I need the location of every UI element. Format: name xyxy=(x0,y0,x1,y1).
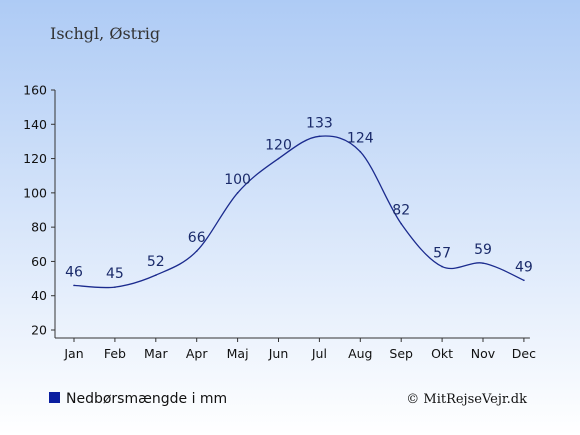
y-tick-label: 40 xyxy=(31,288,47,303)
data-point-apr xyxy=(195,250,198,252)
data-point-jun xyxy=(277,157,280,160)
x-tick-label: Jul xyxy=(311,346,327,361)
x-tick-label: Mar xyxy=(144,346,168,361)
axes: 20 40 60 80 100 120 140 160 Jan Feb Mar Apr Maj Jun Ju… xyxy=(23,83,536,362)
x-tick-label: Aug xyxy=(348,346,372,361)
x-tick-label: Apr xyxy=(186,346,208,361)
y-tick-label: 60 xyxy=(31,254,47,269)
data-label: 52 xyxy=(147,254,165,270)
x-tick-label: Sep xyxy=(389,346,413,361)
chart-title: Ischgl, Østrig xyxy=(50,24,160,43)
data-label: 66 xyxy=(188,230,206,246)
data-label: 57 xyxy=(433,246,451,262)
series-layer xyxy=(73,135,525,289)
x-tick-label: Jun xyxy=(268,346,289,361)
x-tick-label: Nov xyxy=(471,346,496,361)
data-label: 59 xyxy=(474,242,492,258)
data-point-feb xyxy=(114,286,116,288)
data-labels: 46 45 52 66 100 120 133 124 82 57 59 49 xyxy=(65,115,533,282)
copyright-text: © MitRejseVejr.dk xyxy=(406,392,527,407)
data-point-aug xyxy=(359,150,362,153)
x-tick-label: Okt xyxy=(431,346,453,361)
legend: Nedbørsmængde i mm xyxy=(49,391,227,407)
legend-label: Nedbørsmængde i mm xyxy=(66,391,227,407)
data-label: 100 xyxy=(224,172,251,188)
data-point-sep xyxy=(400,222,403,225)
data-point-maj xyxy=(236,192,239,194)
y-tick-label: 80 xyxy=(31,220,47,235)
x-tick-label: Jan xyxy=(63,346,83,361)
data-point-okt xyxy=(441,265,443,268)
legend-swatch xyxy=(49,392,60,403)
y-tick-label: 20 xyxy=(31,323,47,338)
data-label: 124 xyxy=(347,131,374,147)
data-label: 133 xyxy=(306,115,333,131)
data-point-jan xyxy=(73,284,75,287)
data-point-nov xyxy=(482,262,484,264)
x-tick-label: Maj xyxy=(227,346,249,361)
data-label: 49 xyxy=(515,259,533,275)
precipitation-series-line xyxy=(73,135,525,289)
x-tick-label: Feb xyxy=(104,346,126,361)
data-point-jul xyxy=(318,135,321,138)
x-tick-label: Dec xyxy=(512,346,536,361)
data-label: 46 xyxy=(65,264,83,280)
data-point-dec xyxy=(523,279,525,282)
y-tick-label: 160 xyxy=(23,83,47,98)
data-label: 82 xyxy=(392,203,410,219)
y-tick-label: 120 xyxy=(23,151,47,166)
data-label: 45 xyxy=(106,266,124,282)
data-point-mar xyxy=(155,274,157,276)
y-tick-label: 140 xyxy=(23,117,47,132)
y-tick-label: 100 xyxy=(23,185,47,200)
data-label: 120 xyxy=(265,138,292,154)
